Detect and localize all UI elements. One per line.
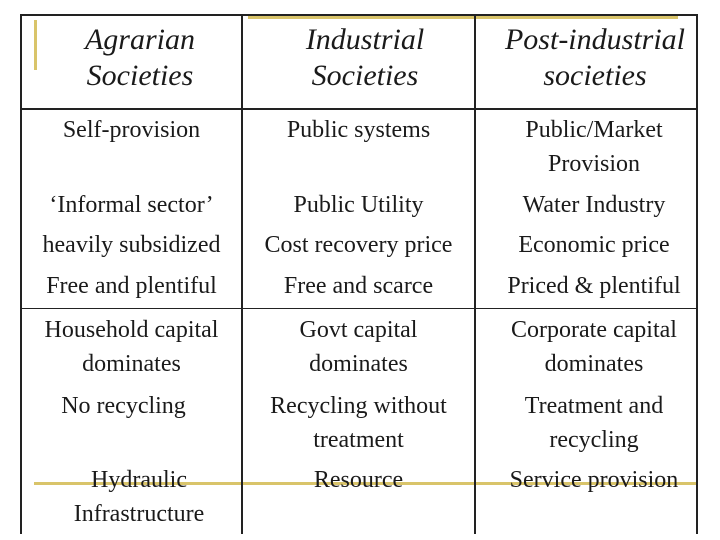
cell-r6-postindustrial: Service provision: [509, 467, 679, 493]
cell-r5-agrarian: No recycling: [61, 393, 186, 419]
decorative-bottom-bar: [34, 482, 696, 485]
cell-r3-agrarian: Free and plentiful: [46, 273, 217, 299]
cell-r1-postindustrial: Water Industry: [522, 192, 666, 218]
cell-r4-industrial: Govt capital dominates: [299, 317, 418, 377]
cell-r4-agrarian: Household capital dominates: [44, 317, 219, 377]
decorative-left-bar: [34, 20, 37, 70]
cell-r0-agrarian: Self-provision: [62, 117, 201, 143]
cell-r1-industrial: Public Utility: [293, 192, 424, 218]
cell-r2-industrial: Cost recovery price: [264, 232, 453, 258]
cell-r6-agrarian: Hydraulic Infrastructure: [73, 467, 205, 527]
table-section-divider: [20, 308, 698, 309]
header-post-industrial: Post-industrial societies: [504, 23, 685, 92]
table-column-divider-1: [241, 14, 243, 534]
cell-r1-agrarian: ‘Informal sector’: [49, 192, 214, 218]
cell-r0-industrial: Public systems: [286, 117, 431, 143]
table-border-left: [20, 14, 22, 534]
cell-r3-industrial: Free and scarce: [283, 273, 434, 299]
cell-r3-postindustrial: Priced & plentiful: [507, 273, 681, 299]
cell-r5-industrial: Recycling without treatment: [270, 393, 447, 453]
decorative-top-bar: [248, 16, 678, 19]
cell-r0-postindustrial: Public/Market Provision: [525, 117, 663, 177]
cell-r4-postindustrial: Corporate capital dominates: [511, 317, 677, 377]
cell-r2-postindustrial: Economic price: [518, 232, 670, 258]
table-border-right: [696, 14, 698, 534]
table-column-divider-2: [474, 14, 476, 534]
cell-r2-agrarian: heavily subsidized: [42, 232, 221, 258]
header-agrarian: Agrarian Societies: [84, 23, 195, 92]
cell-r5-postindustrial: Treatment and recycling: [524, 393, 664, 453]
header-industrial: Industrial Societies: [305, 23, 425, 92]
table-header-divider: [20, 108, 698, 110]
table-border-top: [20, 14, 698, 16]
cell-r6-industrial: Resource: [313, 467, 404, 493]
